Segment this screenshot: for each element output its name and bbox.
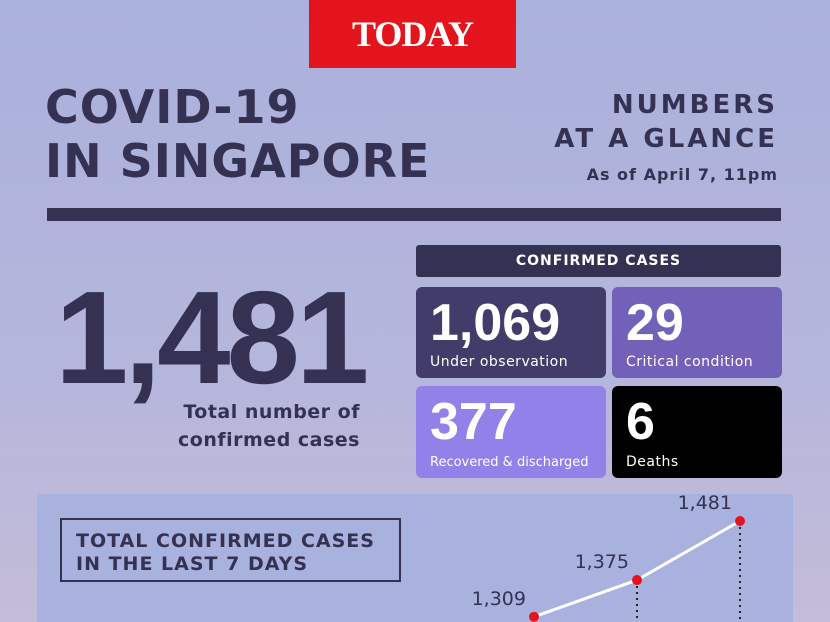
total-value: 1,481: [55, 264, 369, 411]
stat-box: 377 Recovered & discharged: [416, 386, 606, 478]
value-label: 1,309: [472, 588, 526, 610]
point: [632, 575, 642, 586]
trend-title-line: TOTAL CONFIRMED CASES: [76, 530, 375, 552]
value-label: 1,481: [678, 492, 732, 514]
stat-value: 6: [626, 393, 655, 451]
total-label: Total number of: [183, 401, 360, 423]
stat-value: 1,069: [430, 294, 561, 352]
point: [529, 611, 539, 622]
stat-box: 1,069 Under observation: [416, 287, 606, 378]
divider: [47, 208, 781, 221]
value-label: 1,375: [575, 551, 629, 573]
title: COVID-19: [45, 80, 300, 134]
stat-value: 29: [626, 294, 684, 352]
trend-line: [533, 519, 741, 619]
confirmed-heading: CONFIRMED CASES: [416, 245, 781, 277]
stat-label: Under observation: [430, 354, 569, 370]
total-label: confirmed cases: [178, 429, 360, 451]
date: As of April 7, 11pm: [586, 165, 778, 184]
stat-value: 377: [430, 393, 517, 451]
stat-label: Recovered & discharged: [430, 455, 589, 470]
point: [735, 516, 745, 526]
stat-label: Deaths: [626, 454, 679, 470]
trend-title: TOTAL CONFIRMED CASES IN THE LAST 7 DAYS: [60, 518, 401, 582]
title: IN SINGAPORE: [45, 134, 431, 188]
brand: TODAY: [309, 0, 516, 68]
trend-panel: [37, 494, 793, 622]
subtitle: NUMBERS: [611, 90, 778, 120]
subtitle: AT A GLANCE: [554, 124, 778, 154]
trend-title-line: IN THE LAST 7 DAYS: [76, 553, 309, 575]
stat-box: 29 Critical condition: [612, 287, 782, 378]
stat-box: 6 Deaths: [612, 386, 782, 478]
stat-label: Critical condition: [626, 354, 754, 370]
